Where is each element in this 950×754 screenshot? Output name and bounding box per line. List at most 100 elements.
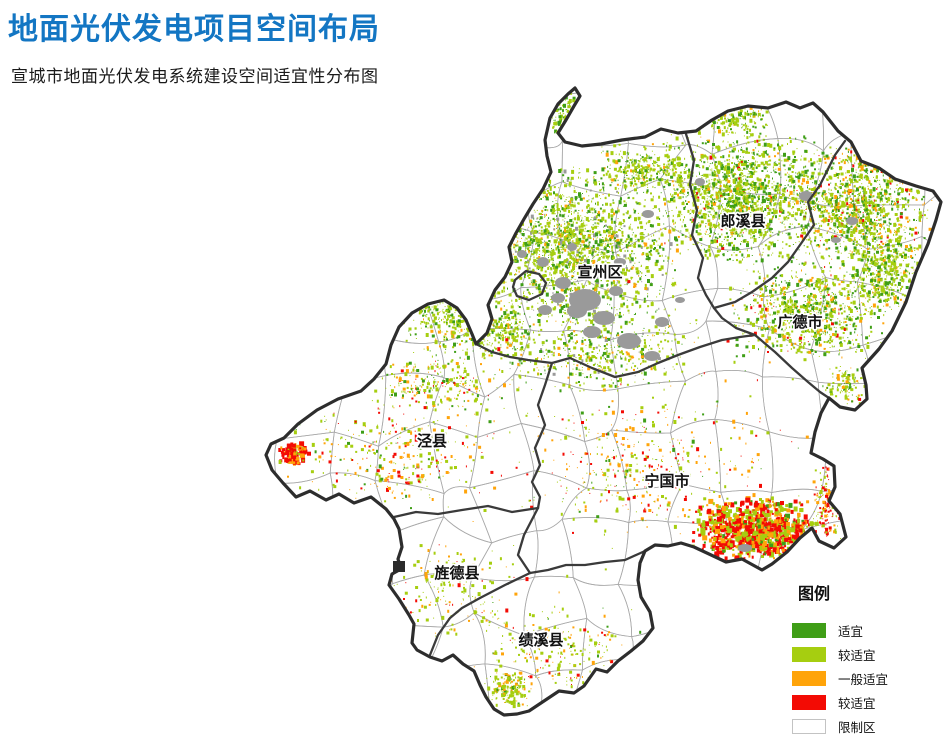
township-cell (266, 384, 281, 441)
county-border (712, 306, 757, 337)
township-cell (266, 88, 279, 136)
township-cell (899, 525, 941, 573)
urban-patch (496, 230, 504, 236)
township-cell (288, 707, 346, 715)
urban-patch (644, 351, 660, 361)
township-cell (266, 233, 297, 298)
township-cell (623, 706, 685, 715)
township-cell (418, 612, 486, 681)
legend-swatch (792, 718, 826, 734)
township-cell (333, 374, 387, 447)
township-cell (762, 88, 825, 152)
county-border (516, 506, 540, 575)
township-cell (705, 580, 762, 633)
township-cell (266, 582, 296, 634)
legend-item-label: 适宜 (838, 624, 864, 639)
district-label: 郎溪县 (720, 212, 765, 230)
township-cell (275, 39, 349, 86)
township-cell (373, 574, 444, 628)
district-label: 旌德县 (434, 564, 479, 582)
township-cell (266, 176, 297, 242)
township-cell (422, 716, 490, 754)
township-cell (337, 187, 395, 246)
township-cell (275, 133, 347, 189)
township-cell (812, 37, 867, 85)
township-cell (728, 704, 782, 715)
township-cell (897, 322, 941, 383)
township-cell (727, 668, 782, 710)
county-border (712, 139, 847, 310)
township-cell (561, 517, 630, 586)
urban-patch (888, 356, 898, 364)
township-cell (674, 320, 717, 382)
township-cell (324, 620, 378, 682)
county-border (528, 549, 647, 575)
township-cell (266, 323, 295, 390)
township-cell (418, 88, 495, 107)
township-cell (871, 417, 924, 494)
township-cell (466, 88, 530, 107)
county-border (530, 361, 554, 510)
township-cell (266, 707, 290, 715)
township-cell (266, 290, 298, 342)
township-cell (329, 514, 396, 589)
township-cell (866, 381, 904, 445)
township-cell (464, 225, 535, 302)
township-cell (628, 625, 683, 688)
township-cell (659, 708, 733, 715)
urban-patch (695, 178, 705, 186)
township-cell (899, 417, 941, 494)
township-cell (423, 189, 485, 234)
township-cell (921, 181, 941, 255)
urban-patch (617, 333, 641, 349)
township-cell (669, 370, 719, 434)
township-cell (535, 669, 584, 715)
township-cell (276, 514, 349, 588)
urban-patch (609, 286, 623, 296)
district-label: 宣州区 (577, 263, 622, 281)
township-cell (716, 625, 762, 679)
township-cell (563, 710, 630, 715)
page-title: 地面光伏发电项目空间布局 (8, 13, 380, 46)
township-cell (849, 88, 920, 135)
urban-patch (537, 257, 549, 267)
urban-patch (831, 237, 841, 243)
township-cell (266, 88, 280, 92)
township-cell (284, 176, 343, 242)
legend-item-label: 一般适宜 (838, 672, 889, 687)
urban-patch (642, 210, 654, 218)
map-legend: 图例 适宜 较适宜 一般适宜 较适宜 限制区 (792, 580, 942, 738)
township-cell (275, 657, 342, 715)
urban-patch (614, 258, 626, 266)
urban-patch (675, 297, 685, 303)
township-cell (483, 98, 541, 148)
urban-patch (655, 317, 669, 327)
urban-patch (555, 277, 571, 289)
township-cell (660, 576, 718, 630)
urban-patch (900, 331, 912, 341)
legend-item: 较适宜 (792, 690, 942, 714)
township-cell (420, 88, 495, 143)
legend-item-label: 较适宜 (838, 696, 876, 711)
urban-patch (567, 243, 577, 251)
township-cell (277, 321, 348, 386)
township-cell (714, 418, 774, 493)
boundary-marker (393, 561, 405, 572)
township-cell (421, 226, 485, 302)
county-border (684, 132, 716, 310)
district-label: 泾县 (417, 432, 447, 450)
district-label: 广德市 (777, 313, 822, 331)
township-cell (513, 329, 570, 386)
township-cell (801, 476, 879, 531)
township-cell (477, 373, 522, 438)
township-cell (617, 519, 675, 586)
township-cell (276, 472, 334, 532)
township-cell (897, 379, 941, 434)
township-cell (345, 88, 393, 147)
township-cell (660, 625, 735, 688)
township-cell (274, 88, 352, 147)
township-cell (917, 235, 941, 302)
township-cell (266, 429, 279, 485)
legend-item: 较适宜 (792, 642, 942, 666)
township-cell (669, 88, 734, 104)
